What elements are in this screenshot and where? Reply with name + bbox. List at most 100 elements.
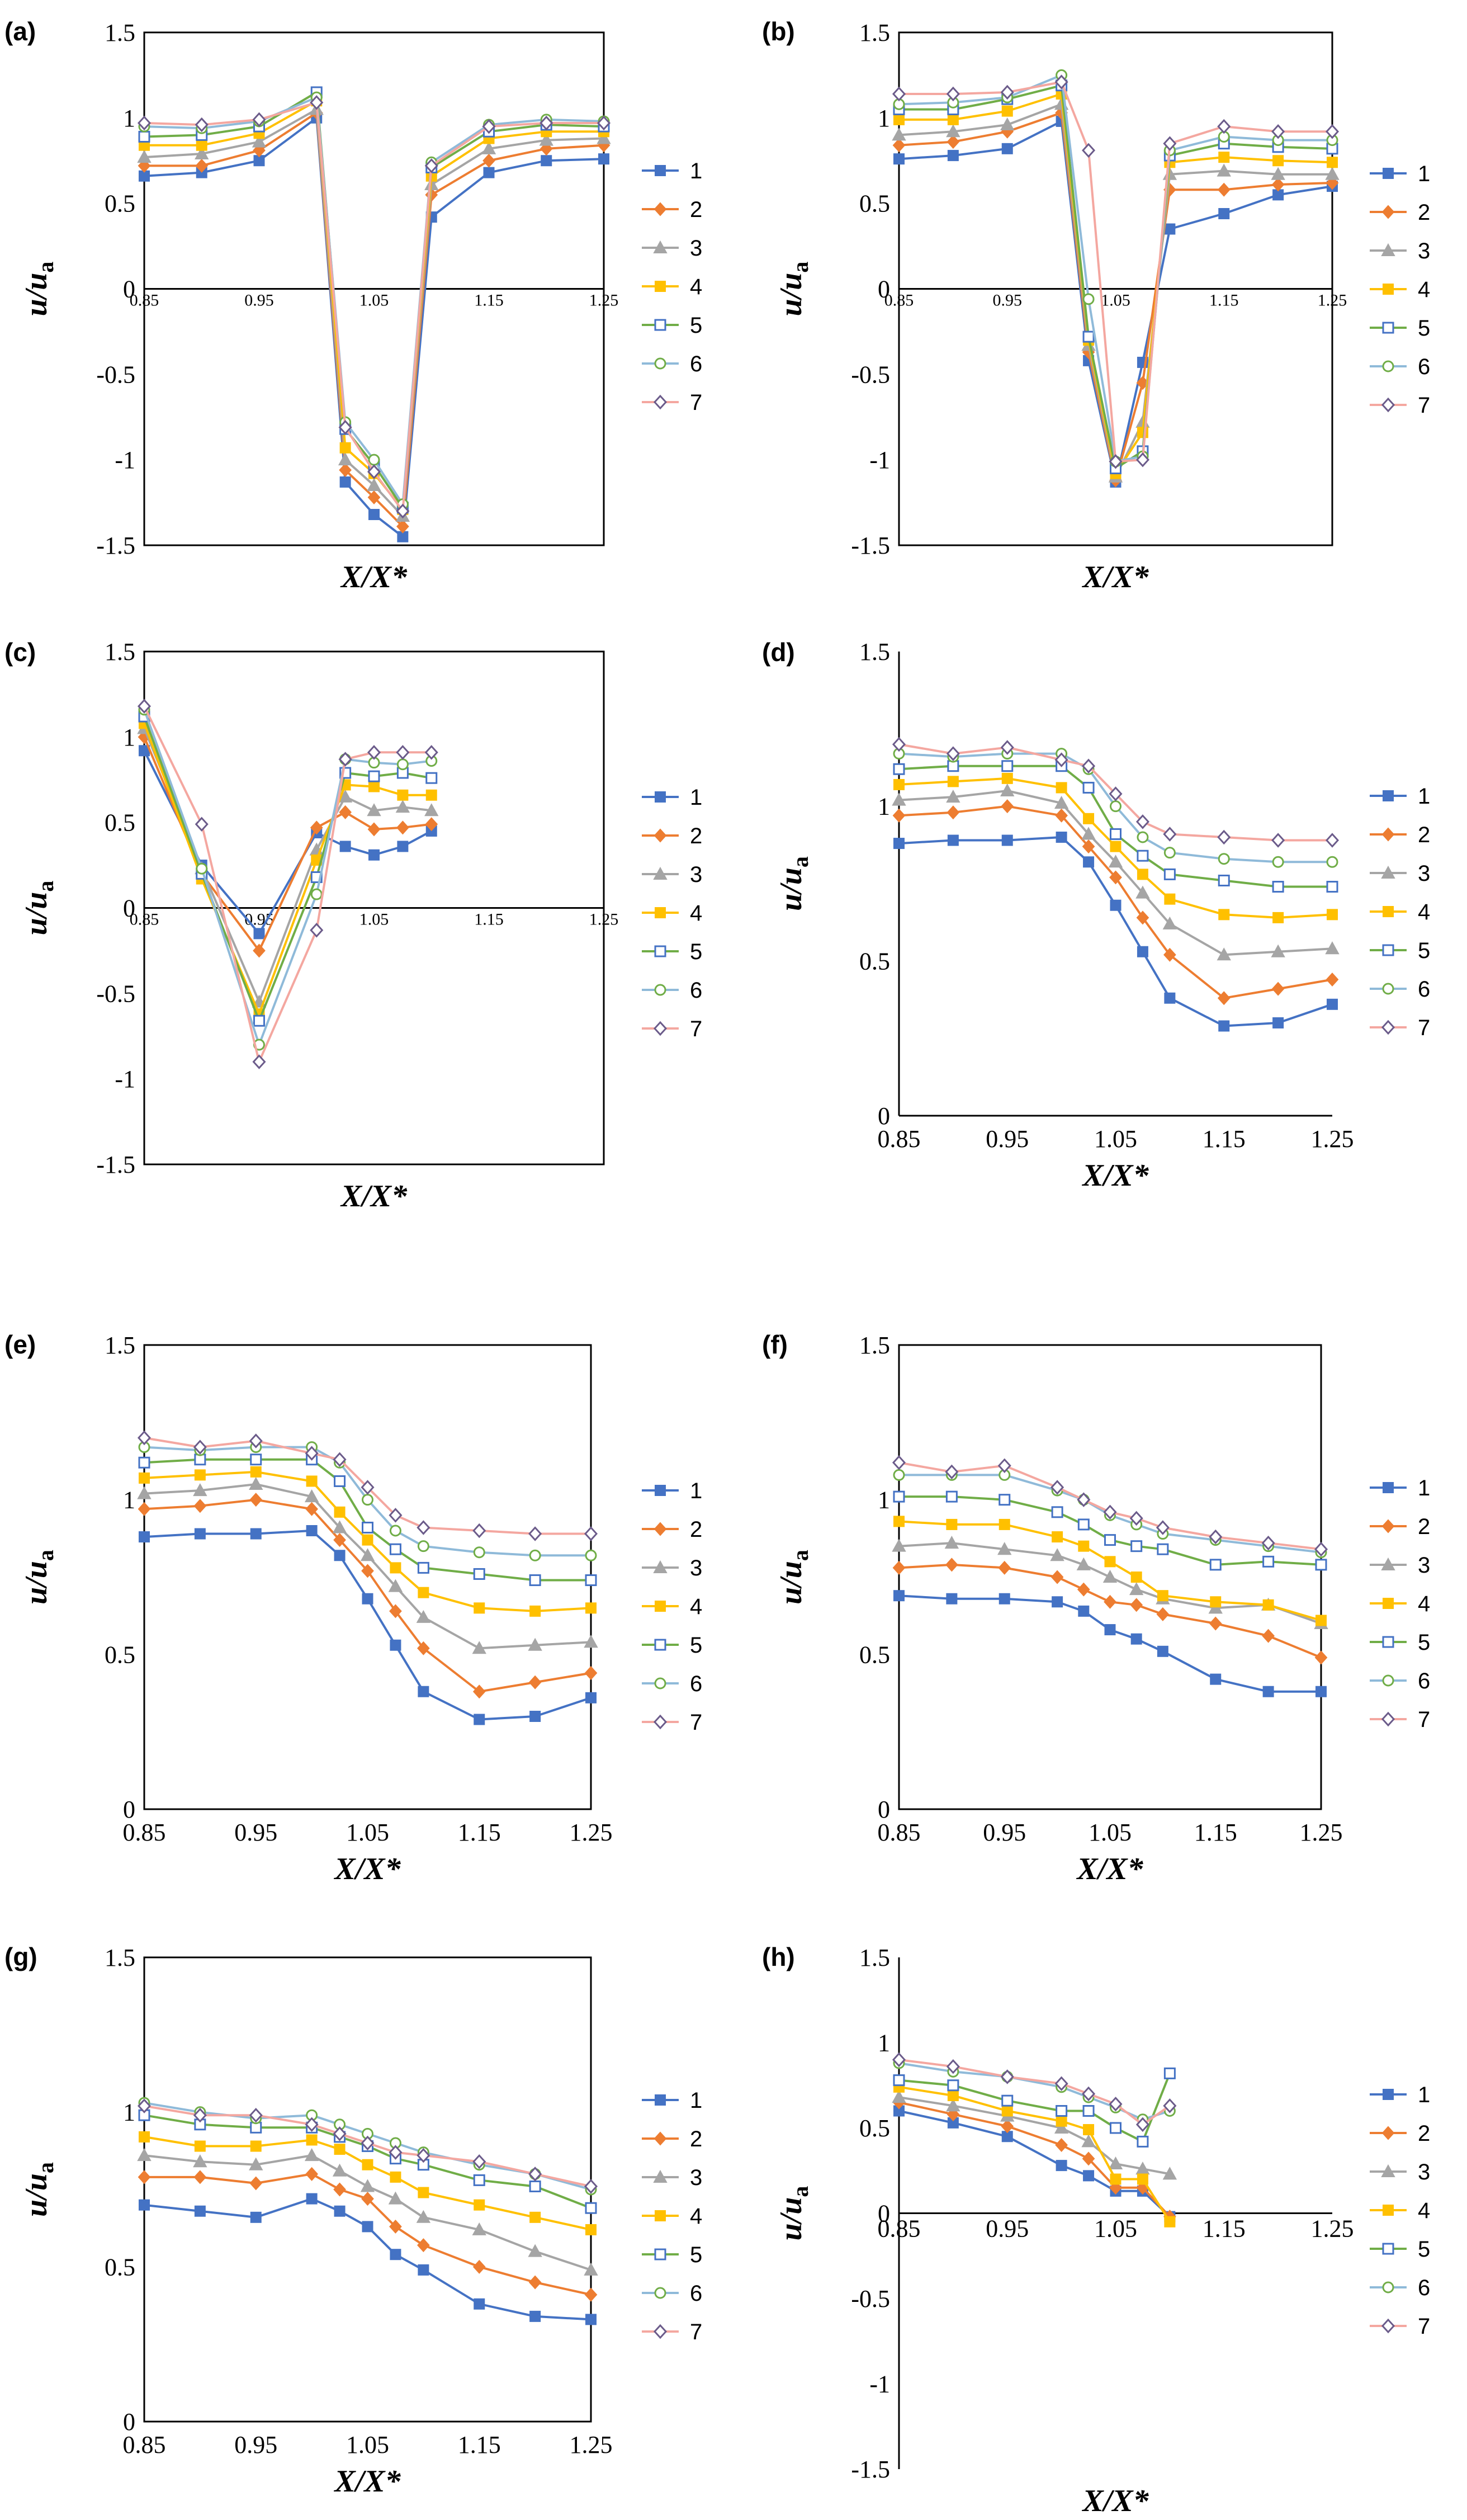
data-point bbox=[1209, 1529, 1223, 1545]
data-point bbox=[1164, 893, 1176, 905]
series-line bbox=[144, 1458, 591, 1582]
legend-label: 6 bbox=[1418, 1669, 1430, 1693]
data-point bbox=[334, 1550, 346, 1561]
legend-marker bbox=[653, 1560, 668, 1573]
legend-item-2: 2 bbox=[642, 2127, 702, 2151]
data-point bbox=[368, 454, 380, 466]
legend-label: 2 bbox=[1418, 200, 1430, 225]
legend-label: 3 bbox=[1418, 239, 1430, 263]
series-1 bbox=[893, 1590, 1327, 1697]
data-point bbox=[893, 1590, 905, 1602]
legend-item-7: 7 bbox=[642, 1710, 702, 1735]
legend: 1 2 3 4 5 6 7 bbox=[1370, 784, 1430, 1040]
data-point bbox=[194, 2140, 206, 2152]
data-point bbox=[339, 463, 352, 477]
data-point bbox=[945, 1490, 958, 1503]
legend-label: 5 bbox=[690, 1633, 702, 1658]
legend-marker bbox=[1383, 1598, 1394, 1609]
legend-marker bbox=[653, 1714, 668, 1730]
y-tick-label: 1.5 bbox=[859, 1332, 890, 1359]
data-point bbox=[585, 2224, 597, 2235]
data-point bbox=[250, 1454, 262, 1466]
data-point bbox=[418, 2264, 429, 2276]
y-tick-label: 0.5 bbox=[105, 809, 135, 837]
data-point bbox=[528, 1675, 542, 1690]
panel-label: (e) bbox=[4, 1330, 36, 1359]
legend-item-1: 1 bbox=[642, 1479, 702, 1503]
data-point bbox=[362, 1534, 373, 1546]
data-point bbox=[1081, 827, 1096, 840]
legend-item-6: 6 bbox=[642, 2281, 702, 2306]
series-line bbox=[898, 2110, 1171, 2218]
legend-item-4: 4 bbox=[1370, 2198, 1430, 2223]
data-point bbox=[137, 2098, 152, 2113]
y-tick-label: 0.5 bbox=[859, 190, 890, 218]
data-point bbox=[584, 2262, 598, 2276]
legend-item-2: 2 bbox=[1370, 200, 1430, 225]
legend-marker bbox=[1383, 1482, 1394, 1493]
data-point bbox=[1137, 850, 1149, 862]
data-point bbox=[998, 1593, 1010, 1605]
legend-item-2: 2 bbox=[1370, 1514, 1430, 1539]
data-point bbox=[305, 2117, 319, 2132]
data-point bbox=[1129, 1511, 1143, 1526]
data-point bbox=[194, 1469, 206, 1481]
legend-marker bbox=[654, 202, 667, 216]
data-point bbox=[529, 2180, 541, 2192]
y-tick-label: 0.5 bbox=[105, 1641, 135, 1668]
data-point bbox=[1326, 973, 1339, 987]
chart-c: (c) 1.5 1 0.5 0 -0.5 -1 -1.5 0.85 0.95 1.05 1.15 1.2… bbox=[4, 638, 702, 1214]
data-point bbox=[193, 1499, 207, 1513]
data-point bbox=[339, 805, 352, 819]
data-point bbox=[1056, 782, 1067, 794]
data-point bbox=[893, 1516, 905, 1527]
legend-item-3: 3 bbox=[1370, 2160, 1430, 2184]
data-point bbox=[1326, 881, 1338, 893]
x-tick-label: 1.15 bbox=[1194, 1819, 1237, 1846]
data-point bbox=[249, 2157, 263, 2170]
data-point bbox=[946, 789, 960, 803]
data-point bbox=[196, 139, 207, 151]
x-tick-label: 1.05 bbox=[346, 2431, 389, 2458]
data-point bbox=[1218, 1020, 1230, 1032]
data-point bbox=[368, 770, 380, 782]
series-5 bbox=[138, 1454, 597, 1587]
series-7 bbox=[892, 2052, 1177, 2132]
x-tick-label: 1.25 bbox=[1300, 1819, 1343, 1846]
data-point bbox=[425, 772, 438, 784]
x-axis-label: X/X* bbox=[333, 2464, 401, 2499]
y-tick-label: -1 bbox=[869, 2371, 890, 2398]
legend-marker bbox=[653, 240, 668, 253]
data-point bbox=[945, 1464, 959, 1480]
data-point bbox=[1135, 452, 1149, 468]
chart-g: (g) 1.5 1 0.5 00.85 0.95 1.05 1.15 1.25 X/X* u/ua 1… bbox=[4, 1942, 702, 2499]
data-point bbox=[396, 503, 410, 519]
legend-marker bbox=[655, 1601, 666, 1612]
legend-item-5: 5 bbox=[1370, 938, 1430, 963]
data-point bbox=[424, 803, 439, 817]
data-point bbox=[368, 781, 380, 792]
y-tick-label: -0.5 bbox=[96, 980, 135, 1007]
legend: 1 2 3 4 5 6 7 bbox=[642, 159, 702, 415]
legend-marker bbox=[1382, 2243, 1394, 2255]
data-point bbox=[945, 1558, 958, 1572]
legend-label: 6 bbox=[1418, 2276, 1430, 2300]
series-line bbox=[143, 728, 432, 1003]
data-point bbox=[598, 153, 609, 165]
data-point bbox=[1078, 1605, 1090, 1617]
data-point bbox=[1217, 119, 1231, 134]
series-3 bbox=[892, 1536, 1328, 1629]
series-line bbox=[898, 2096, 1170, 2175]
data-point bbox=[1130, 1540, 1143, 1552]
data-point bbox=[946, 1593, 958, 1605]
data-point bbox=[472, 2222, 486, 2235]
legend-marker bbox=[1381, 1557, 1395, 1570]
x-tick-label: 0.95 bbox=[244, 291, 274, 310]
data-point bbox=[893, 778, 905, 790]
legend-label: 2 bbox=[1418, 2121, 1430, 2146]
data-point bbox=[195, 158, 209, 173]
legend-label: 3 bbox=[690, 1556, 702, 1580]
data-point bbox=[947, 150, 959, 162]
y-tick-label: 1.5 bbox=[105, 19, 135, 46]
legend-marker bbox=[653, 394, 668, 410]
